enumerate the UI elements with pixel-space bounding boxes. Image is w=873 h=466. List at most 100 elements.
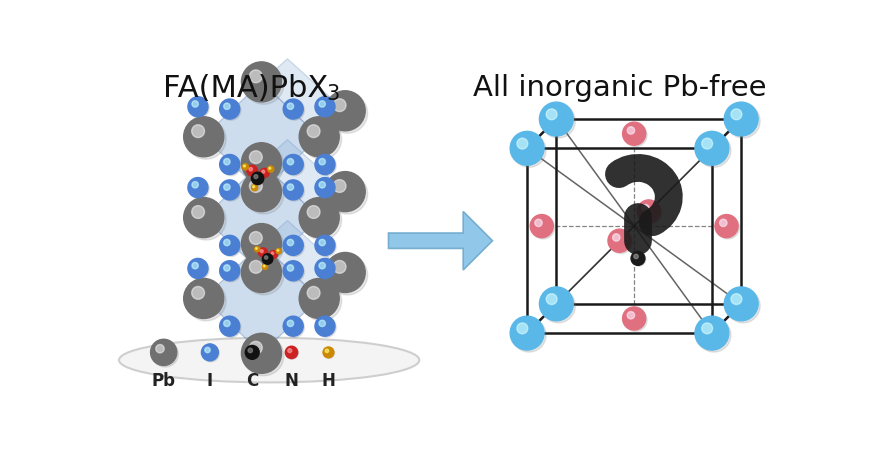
Circle shape (325, 253, 365, 293)
Circle shape (541, 289, 575, 323)
Circle shape (697, 318, 731, 352)
Circle shape (244, 145, 284, 185)
Circle shape (283, 180, 303, 200)
Circle shape (702, 323, 712, 334)
Circle shape (202, 344, 218, 361)
Circle shape (717, 216, 739, 239)
Circle shape (316, 179, 336, 199)
Circle shape (250, 151, 262, 164)
Circle shape (223, 320, 230, 327)
Circle shape (287, 265, 293, 271)
Polygon shape (261, 140, 345, 218)
Circle shape (264, 265, 265, 267)
Circle shape (325, 171, 365, 212)
Circle shape (517, 323, 528, 334)
Circle shape (287, 240, 293, 246)
Circle shape (327, 255, 368, 295)
Circle shape (252, 186, 255, 188)
Polygon shape (261, 220, 345, 298)
Circle shape (726, 289, 760, 323)
Circle shape (242, 143, 281, 183)
Circle shape (283, 155, 303, 174)
Circle shape (255, 247, 260, 252)
Circle shape (263, 254, 273, 264)
Circle shape (192, 262, 198, 269)
Circle shape (155, 344, 164, 353)
Circle shape (243, 164, 249, 170)
Circle shape (532, 216, 554, 239)
Circle shape (627, 127, 635, 134)
Circle shape (316, 317, 336, 337)
Circle shape (315, 259, 335, 279)
Circle shape (315, 155, 335, 174)
Circle shape (223, 103, 230, 110)
Circle shape (221, 237, 241, 257)
Circle shape (203, 345, 219, 362)
Circle shape (624, 308, 647, 331)
Circle shape (220, 316, 240, 336)
Text: H: H (321, 371, 335, 390)
Circle shape (220, 235, 240, 255)
Circle shape (244, 174, 284, 214)
Circle shape (695, 131, 729, 165)
Circle shape (319, 240, 326, 246)
Circle shape (192, 182, 198, 188)
Circle shape (269, 167, 271, 169)
Circle shape (326, 349, 328, 353)
Circle shape (242, 253, 281, 293)
Circle shape (333, 99, 346, 111)
Circle shape (265, 256, 268, 259)
Circle shape (285, 317, 305, 337)
Text: I: I (207, 371, 213, 390)
Circle shape (250, 341, 262, 354)
Circle shape (632, 252, 646, 266)
Circle shape (315, 316, 335, 336)
Circle shape (624, 123, 647, 147)
Circle shape (188, 259, 208, 279)
Circle shape (299, 198, 340, 238)
Circle shape (186, 281, 226, 321)
Circle shape (254, 175, 258, 178)
Circle shape (287, 158, 293, 165)
Circle shape (221, 317, 241, 337)
Circle shape (319, 262, 326, 269)
Circle shape (634, 254, 638, 259)
Circle shape (263, 254, 273, 265)
Ellipse shape (119, 338, 419, 383)
Circle shape (316, 98, 336, 118)
Circle shape (546, 294, 557, 305)
Circle shape (299, 117, 340, 157)
Circle shape (277, 250, 278, 251)
Text: C: C (246, 371, 258, 390)
Circle shape (189, 98, 210, 118)
Circle shape (260, 169, 270, 178)
Circle shape (283, 316, 303, 336)
Circle shape (285, 237, 305, 257)
Circle shape (250, 179, 262, 192)
Circle shape (251, 185, 258, 191)
Circle shape (221, 156, 241, 176)
Circle shape (242, 224, 281, 264)
Circle shape (287, 184, 293, 190)
Circle shape (535, 219, 542, 226)
Circle shape (188, 178, 208, 198)
Circle shape (220, 180, 240, 200)
Circle shape (333, 260, 346, 273)
Circle shape (731, 294, 742, 305)
Circle shape (333, 179, 346, 192)
Circle shape (223, 265, 230, 271)
Circle shape (244, 64, 284, 104)
Circle shape (183, 279, 223, 318)
Circle shape (301, 119, 341, 159)
Circle shape (150, 339, 176, 365)
Circle shape (719, 219, 727, 226)
Circle shape (316, 156, 336, 176)
Circle shape (540, 287, 574, 321)
Circle shape (250, 70, 262, 82)
Circle shape (244, 336, 284, 376)
Circle shape (192, 101, 198, 107)
Circle shape (247, 166, 258, 177)
Circle shape (221, 100, 241, 120)
Circle shape (242, 171, 281, 212)
Circle shape (248, 348, 252, 353)
